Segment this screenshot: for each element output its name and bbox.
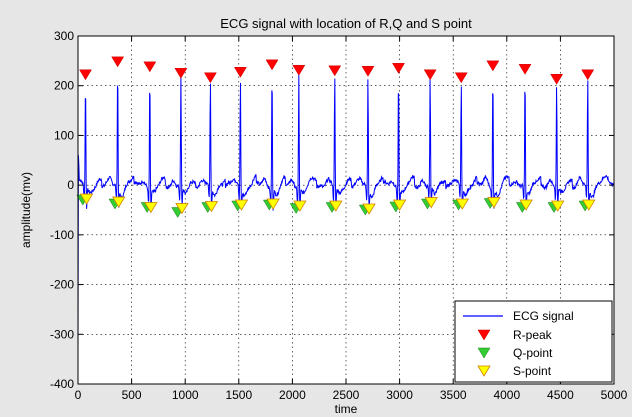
chart-title: ECG signal with location of R,Q and S po… xyxy=(220,16,472,31)
s-point-marker xyxy=(266,198,280,210)
r-peak-marker xyxy=(361,66,375,77)
s-point-marker xyxy=(293,200,307,212)
y-tick-label: -300 xyxy=(50,327,74,341)
s-point-marker xyxy=(144,202,158,214)
s-point-marker xyxy=(551,200,565,212)
r-peak-marker xyxy=(174,68,188,79)
s-point-marker xyxy=(112,196,126,208)
x-tick-label: 4500 xyxy=(547,388,574,402)
r-peak-marker xyxy=(454,72,468,84)
x-tick-label: 5000 xyxy=(601,388,628,402)
x-tick-label: 500 xyxy=(122,388,142,402)
y-tick-label: 0 xyxy=(67,178,74,192)
legend-r-peak-label: R-peak xyxy=(513,328,553,342)
legend-ecg-label: ECG signal xyxy=(513,309,574,323)
x-axis-label: time xyxy=(335,402,358,416)
y-tick-label: 300 xyxy=(54,29,74,43)
s-point-marker xyxy=(424,197,438,209)
x-tick-label: 2000 xyxy=(279,388,306,402)
x-tick-label: 3000 xyxy=(386,388,413,402)
y-tick-label: 200 xyxy=(54,79,74,93)
r-peak-marker xyxy=(111,56,125,68)
s-point-marker xyxy=(455,198,470,210)
s-point-marker xyxy=(392,199,407,211)
y-tick-label: -200 xyxy=(50,278,74,292)
x-tick-label: 4000 xyxy=(493,388,520,402)
legend: ECG signal R-peak Q-point S-point xyxy=(454,300,613,383)
r-peak-marker xyxy=(143,61,157,73)
r-peak-marker xyxy=(233,67,247,78)
legend-q-point-marker xyxy=(477,347,491,359)
r-peak-marker xyxy=(328,65,342,77)
s-point-marker xyxy=(175,203,189,215)
legend-s-point-marker xyxy=(477,365,491,377)
y-tick-label: -100 xyxy=(50,228,74,242)
s-point-marker xyxy=(79,193,94,205)
r-peak-marker xyxy=(79,69,92,81)
legend-q-point-label: Q-point xyxy=(513,346,553,360)
s-point-marker xyxy=(487,197,501,209)
ecg-signal-line xyxy=(77,74,615,350)
x-tick-label: 1500 xyxy=(225,388,252,402)
s-point-marker xyxy=(204,201,219,213)
y-tick-label: -400 xyxy=(50,377,74,391)
r-peak-marker xyxy=(581,69,595,81)
r-peak-marker xyxy=(550,74,564,85)
y-axis-label: amplitude(mv) xyxy=(19,172,33,248)
s-point-marker xyxy=(234,199,249,211)
legend-r-peak-marker xyxy=(477,329,491,341)
r-peak-marker xyxy=(265,59,279,71)
legend-s-point-label: S-point xyxy=(513,364,552,378)
s-point-marker xyxy=(362,203,376,215)
x-tick-label: 3500 xyxy=(440,388,467,402)
s-point-marker xyxy=(519,199,533,211)
r-peak-marker xyxy=(486,60,500,72)
s-point-marker xyxy=(582,199,596,211)
s-point-marker xyxy=(329,200,343,212)
r-peak-marker xyxy=(203,72,217,84)
x-tick-label: 1000 xyxy=(172,388,199,402)
r-peak-marker xyxy=(292,65,306,76)
r-peak-marker xyxy=(392,63,405,74)
y-tick-label: 100 xyxy=(54,128,74,142)
marker-layer xyxy=(76,56,596,218)
x-tick-label: 0 xyxy=(75,388,82,402)
r-peak-marker xyxy=(423,69,437,81)
r-peak-marker xyxy=(518,64,532,75)
ecg-signal-layer xyxy=(77,74,615,350)
x-tick-label: 2500 xyxy=(333,388,360,402)
